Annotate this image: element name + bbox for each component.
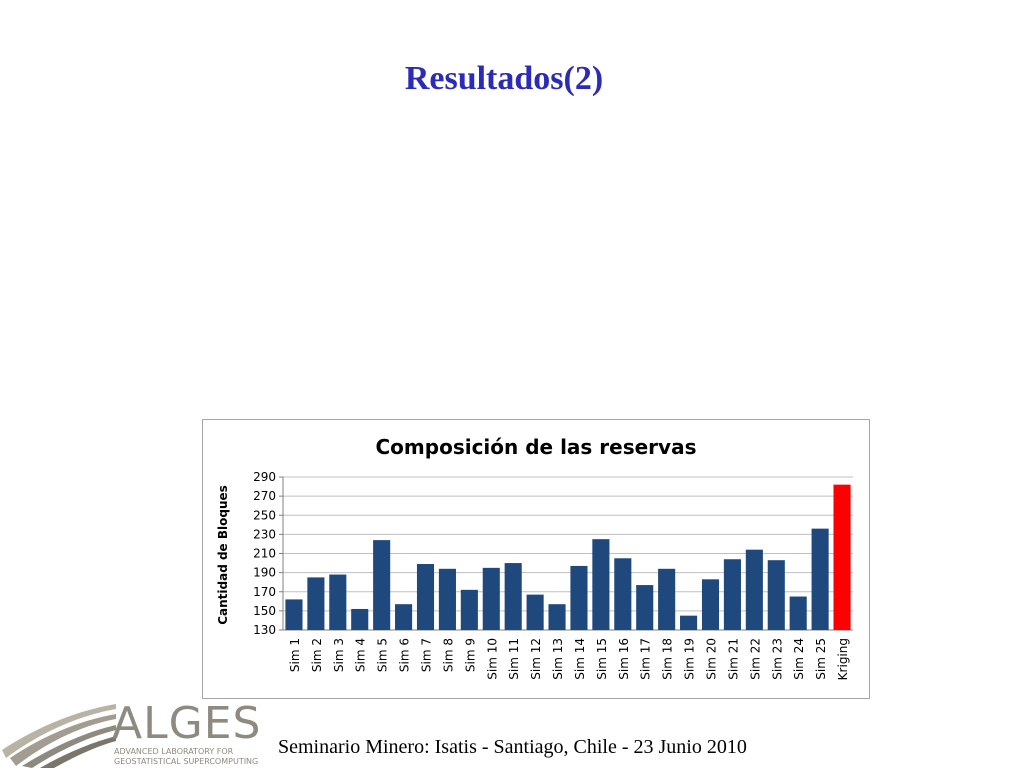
x-tick-label: Sim 18 xyxy=(661,638,675,680)
x-tick-label: Sim 9 xyxy=(463,638,477,672)
bar xyxy=(351,608,369,630)
bar xyxy=(460,589,478,630)
y-tick-label: 250 xyxy=(253,508,276,522)
bar xyxy=(833,484,851,630)
bar xyxy=(636,585,654,630)
y-tick-label: 130 xyxy=(253,623,276,637)
bar-chart: 130 150 170 190 210 230 250 270 290 Sim 1 Sim 2 Sim… xyxy=(253,470,853,680)
chart-title: Composición de las reservas xyxy=(375,435,697,459)
logo-subtitle-line2: GEOSTATISTICAL SUPERCOMPUTING xyxy=(114,757,259,766)
x-tick-label: Sim 1 xyxy=(288,638,302,672)
x-tick-label: Sim 19 xyxy=(683,638,697,680)
y-tick-label: 290 xyxy=(253,470,276,484)
bar xyxy=(723,559,741,630)
x-tick-label: Sim 11 xyxy=(507,638,521,680)
x-tick-label: Sim 3 xyxy=(332,638,346,672)
y-tick-label: 150 xyxy=(253,604,276,618)
x-tick-label: Sim 17 xyxy=(639,638,653,680)
x-tick-label: Sim 2 xyxy=(310,638,324,672)
bar xyxy=(307,577,325,630)
x-tick-label: Sim 15 xyxy=(595,638,609,680)
x-tick-label: Sim 7 xyxy=(420,638,434,672)
x-tick-label: Sim 13 xyxy=(551,638,565,680)
x-tick-label: Sim 4 xyxy=(354,638,368,672)
bar xyxy=(395,604,413,630)
bar xyxy=(789,596,807,630)
footer-text: Seminario Minero: Isatis - Santiago, Chi… xyxy=(278,736,747,758)
alges-wing-icon xyxy=(2,704,116,768)
x-tick-label: Sim 25 xyxy=(814,638,828,680)
x-tick-label: Sim 24 xyxy=(792,638,806,680)
bar xyxy=(592,539,610,630)
x-tick-label: Sim 20 xyxy=(705,638,719,680)
alges-logo: ALGES ADVANCED LABORATORY FOR GEOSTATIST… xyxy=(0,698,270,768)
chart-frame: Composición de las reservas Cantidad de … xyxy=(202,419,870,699)
x-tick-label: Sim 23 xyxy=(770,638,784,680)
x-tick-label: Sim 16 xyxy=(617,638,631,680)
bar xyxy=(285,599,303,630)
x-tick-label: Sim 12 xyxy=(529,638,543,680)
bar xyxy=(767,560,785,630)
bar xyxy=(416,564,435,630)
y-tick-label: 170 xyxy=(253,585,276,599)
bar xyxy=(701,579,720,630)
logo-wordmark: ALGES xyxy=(112,698,262,749)
bar xyxy=(811,528,829,630)
bar xyxy=(329,574,347,630)
x-tick-label: Sim 14 xyxy=(573,638,587,680)
y-tick-label: 230 xyxy=(253,527,276,541)
slide-title: Resultados(2) xyxy=(404,60,604,97)
x-tick-label: Sim 5 xyxy=(376,638,390,672)
bar xyxy=(482,567,500,630)
x-tick-label: Sim 6 xyxy=(398,638,412,672)
x-tick-label: Kriging xyxy=(836,638,850,680)
bar xyxy=(373,540,391,630)
bar xyxy=(548,604,566,630)
bar xyxy=(614,558,632,630)
x-tick-label: Sim 21 xyxy=(726,638,740,680)
bar xyxy=(438,568,456,630)
bar xyxy=(745,549,763,630)
logo-subtitle-line1: ADVANCED LABORATORY FOR xyxy=(114,747,234,756)
bar xyxy=(680,615,698,630)
bar xyxy=(526,594,544,630)
bar xyxy=(504,563,522,630)
x-tick-label: Sim 8 xyxy=(441,638,455,672)
bar xyxy=(570,565,588,630)
bar xyxy=(658,568,676,630)
y-tick-label: 210 xyxy=(253,547,276,561)
y-tick-label: 190 xyxy=(253,566,276,580)
x-tick-label: Sim 22 xyxy=(748,638,762,680)
x-tick-label: Sim 10 xyxy=(485,638,499,680)
y-tick-label: 270 xyxy=(253,489,276,503)
